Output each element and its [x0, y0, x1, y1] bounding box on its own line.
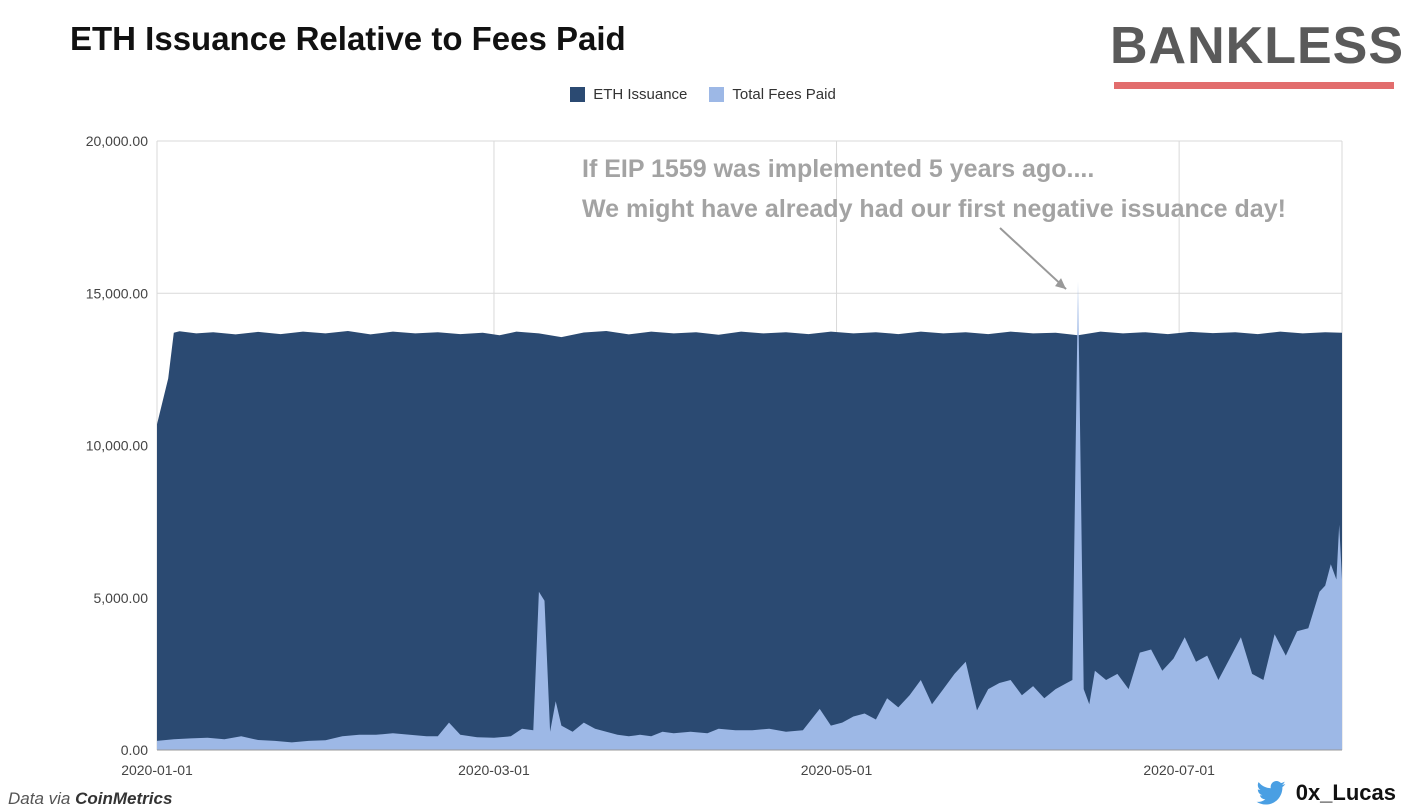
annotation-arrow [999, 227, 1067, 290]
bankless-logo: BANKLESS [1110, 17, 1405, 93]
annotation-line: If EIP 1559 was implemented 5 years ago.… [582, 155, 1094, 183]
logo-underline [1114, 82, 1394, 89]
x-tick-label: 2020-07-01 [1143, 762, 1215, 778]
legend-swatch-fees [709, 87, 725, 102]
source-name: CoinMetrics [75, 789, 173, 808]
x-tick-label: 2020-03-01 [458, 762, 530, 778]
chart-title: ETH Issuance Relative to Fees Paid [70, 20, 626, 57]
legend-swatch-issuance [570, 87, 586, 102]
twitter-icon [1256, 781, 1286, 805]
legend-item-fees[interactable]: Total Fees Paid [709, 86, 836, 103]
y-tick-label: 5,000.00 [94, 590, 149, 606]
legend-label-fees: Total Fees Paid [732, 86, 836, 103]
y-tick-label: 10,000.00 [86, 438, 148, 454]
legend-item-issuance[interactable]: ETH Issuance [570, 86, 687, 103]
chart-legend: ETH Issuance Total Fees Paid [0, 86, 1406, 103]
x-tick-label: 2020-01-01 [121, 762, 193, 778]
logo-text: BANKLESS [1110, 17, 1405, 75]
legend-label-issuance: ETH Issuance [593, 86, 688, 103]
data-source: Data via CoinMetrics [8, 789, 172, 809]
annotation-arrowhead [1055, 278, 1067, 290]
y-tick-label: 0.00 [121, 742, 148, 758]
area-series-issuance [157, 331, 1342, 750]
handle-text: 0x_Lucas [1295, 780, 1396, 805]
source-prefix: Data via [8, 789, 71, 808]
x-tick-label: 2020-05-01 [801, 762, 873, 778]
area-series-fees [157, 281, 1342, 750]
twitter-handle[interactable]: 0x_Lucas [1256, 780, 1396, 806]
y-tick-label: 15,000.00 [86, 285, 148, 301]
y-tick-label: 20,000.00 [86, 133, 148, 149]
annotation-line: We might have already had our first nega… [582, 195, 1286, 223]
